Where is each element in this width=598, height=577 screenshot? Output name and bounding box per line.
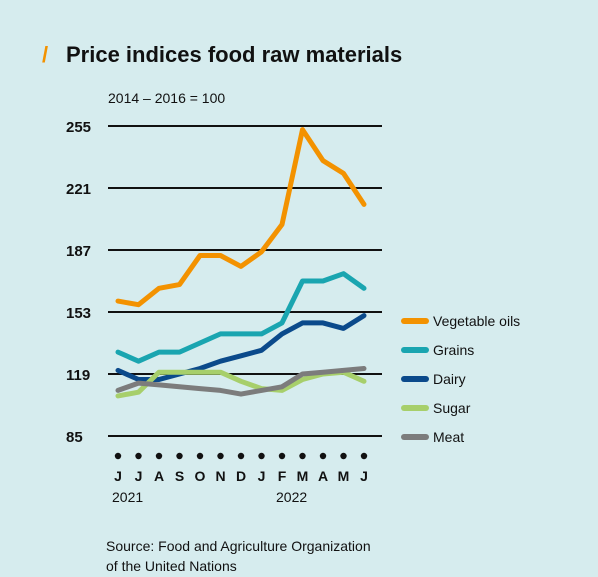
legend-label-sugar: Sugar	[433, 400, 471, 416]
legend-label-dairy: Dairy	[433, 371, 466, 387]
x-tick-label: S	[175, 468, 184, 484]
x-tick-dot	[237, 452, 245, 460]
y-tick-label-85: 85	[66, 429, 83, 446]
legend-label-meat: Meat	[433, 429, 464, 445]
y-tick-label-255: 255	[66, 119, 91, 136]
series-line-meat	[115, 366, 367, 397]
y-tick-label-221: 221	[66, 181, 91, 198]
x-tick-label: J	[135, 468, 143, 484]
series-lines	[115, 127, 367, 399]
x-tick-dot	[360, 452, 368, 460]
source-line-2: of the United Nations	[106, 558, 237, 574]
x-tick-dot	[278, 452, 286, 460]
legend: Vegetable oils Grains Dairy Sugar Meat	[401, 313, 520, 445]
x-tick-dot	[114, 452, 122, 460]
x-tick-label: A	[318, 468, 328, 484]
y-tick-label-119: 119	[66, 367, 90, 384]
year-label-2021: 2021	[112, 489, 143, 505]
x-tick-dot	[217, 452, 224, 460]
x-tick-label: A	[154, 468, 164, 484]
x-tick-label: J	[258, 468, 266, 484]
x-tick-dot	[319, 452, 327, 460]
y-tick-label-153: 153	[66, 305, 91, 322]
year-label-2022: 2022	[276, 489, 307, 505]
x-tick-dot	[135, 452, 142, 460]
x-tick-label: M	[338, 468, 350, 484]
x-tick-label: M	[297, 468, 309, 484]
x-tick-label: O	[195, 468, 206, 484]
x-tick-label: D	[236, 468, 246, 484]
y-tick-label-187: 187	[66, 243, 91, 260]
x-tick-label: N	[215, 468, 225, 484]
x-tick-dot	[258, 452, 265, 460]
x-tick-label: J	[360, 468, 368, 484]
x-tick-dot	[299, 452, 306, 460]
y-axis: 85 119 153 187 221 255	[66, 119, 91, 446]
series-line-vegetable-oils	[115, 127, 367, 308]
source-line-1: Source: Food and Agriculture Organizatio…	[106, 538, 371, 554]
x-tick-dot	[155, 452, 163, 460]
x-tick-label: F	[278, 468, 287, 484]
chart-title: Price indices food raw materials	[66, 42, 402, 67]
series-line-dairy	[115, 313, 367, 382]
series-line-grains	[115, 271, 367, 364]
x-tick-dot	[340, 452, 347, 460]
chart-subtitle: 2014 – 2016 = 100	[108, 90, 225, 106]
title-accent: /	[42, 42, 48, 67]
x-tick-label: J	[114, 468, 122, 484]
x-tick-dot	[176, 452, 183, 460]
legend-label-grains: Grains	[433, 342, 474, 358]
legend-label-vegetable-oils: Vegetable oils	[433, 313, 520, 329]
x-tick-dot	[196, 452, 204, 460]
